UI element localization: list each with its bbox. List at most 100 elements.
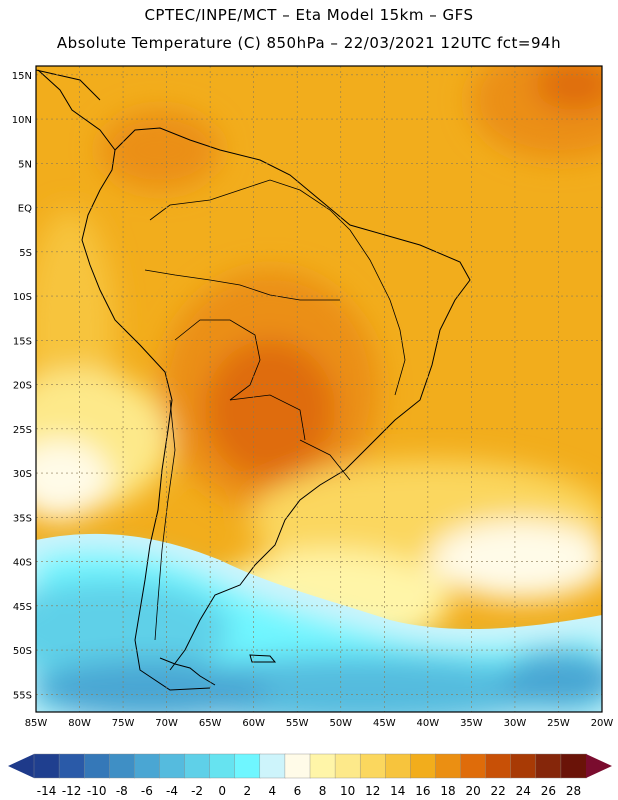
colorbar-label: 2 [243, 784, 251, 798]
central-america-coast [36, 69, 101, 101]
colorbar-label: 24 [516, 784, 531, 798]
colorbar-label: 4 [269, 784, 277, 798]
atlantic-coastline [114, 127, 471, 671]
lon-label: 65W [199, 718, 222, 729]
colorbar-box [259, 753, 286, 779]
colorbar-label: -14 [37, 784, 57, 798]
coastlines [36, 69, 471, 691]
colorbar-low-end [8, 754, 34, 778]
border-paraguay [229, 394, 306, 441]
colorbar: -14 -12 -10 -8 -6 -4 -2 0 2 4 6 8 10 12 14 16 18 20 22 24 26… [8, 753, 612, 798]
longitude-labels: 85W 80W 75W 70W 65W 60W 55W 50W 45W 40W 35W 30W 25W 2… [25, 718, 614, 729]
colorbar-box [109, 753, 136, 779]
map-frame [35, 65, 603, 713]
border-bolivia [174, 319, 261, 401]
colorbar-box [334, 753, 361, 779]
lon-label: 85W [25, 718, 48, 729]
hot-patch-northeast [535, 66, 602, 110]
colorbar-label: -6 [141, 784, 153, 798]
colorbar-label: 6 [294, 784, 302, 798]
colorbar-label: -12 [62, 784, 82, 798]
colorbar-label: -10 [87, 784, 107, 798]
colorbar-label: 0 [218, 784, 226, 798]
colorbar-box [83, 753, 110, 779]
colorbar-label: 20 [465, 784, 480, 798]
falkland-islands [249, 654, 277, 663]
lon-label: 50W [329, 718, 352, 729]
border-peru-brazil [144, 269, 340, 301]
lon-label: 75W [112, 718, 135, 729]
colorbar-box [460, 753, 487, 779]
colorbar-labels: -14 -12 -10 -8 -6 -4 -2 0 2 4 6 8 10 12 14 16 18 20 22 24 26… [37, 784, 581, 798]
lat-label: 25S [13, 425, 32, 436]
atlantic-cool-patch [430, 520, 602, 600]
lat-label: 35S [13, 513, 32, 524]
graticule [36, 66, 602, 712]
country-borders [144, 179, 406, 641]
tierra-del-fuego [159, 657, 216, 686]
colorbar-box [159, 753, 186, 779]
lat-label: 30S [13, 469, 32, 480]
lat-label: 5N [18, 159, 32, 170]
colorbar-box [435, 753, 462, 779]
colorbar-box [284, 753, 311, 779]
colorbar-box [535, 753, 562, 779]
colorbar-label: 22 [491, 784, 506, 798]
lat-label: 10N [12, 115, 32, 126]
colorbar-box [209, 753, 236, 779]
latitude-labels: 15N 10N 5N EQ 5S 10S 15S 20S 25S 30S 35S 40S 45S 50S 5… [12, 71, 32, 701]
temperature-field [36, 66, 602, 712]
border-brazil-states [349, 229, 406, 396]
lon-label: 55W [286, 718, 309, 729]
colorbar-label: 18 [440, 784, 455, 798]
colorbar-box [184, 753, 211, 779]
hot-core-central [205, 340, 335, 480]
map-title-line1: CPTEC/INPE/MCT – Eta Model 15km – GFS [144, 6, 474, 24]
colorbar-label: 10 [340, 784, 355, 798]
colorbar-box [485, 753, 512, 779]
colorbar-label: 8 [319, 784, 327, 798]
lon-label: 30W [504, 718, 527, 729]
colorbar-label: -8 [116, 784, 128, 798]
cold-zone-southeast [500, 650, 602, 710]
map-title-line2: Absolute Temperature (C) 850hPa – 22/03/… [56, 34, 562, 52]
colorbar-box [58, 753, 85, 779]
colorbar-box [234, 753, 261, 779]
colorbar-label: -2 [191, 784, 203, 798]
cold-zone-far-south [36, 660, 270, 712]
colorbar-box [309, 753, 336, 779]
lat-label: 20S [13, 381, 32, 392]
lon-label: 25W [547, 718, 570, 729]
lat-label: 45S [13, 602, 32, 613]
border-north-brazil [149, 179, 351, 231]
colorbar-boxes [33, 753, 587, 779]
colorbar-box [410, 753, 437, 779]
colorbar-box [560, 753, 587, 779]
colorbar-label: 16 [415, 784, 430, 798]
lat-label: 15S [13, 336, 32, 347]
lon-label: 35W [460, 718, 483, 729]
lon-label: 20W [591, 718, 614, 729]
lat-label: 55S [13, 690, 32, 701]
pacific-cool-area [36, 440, 110, 520]
colorbar-label: 12 [365, 784, 380, 798]
lat-label: 5S [19, 248, 32, 259]
lat-label: 50S [13, 646, 32, 657]
lat-label: 10S [13, 292, 32, 303]
colorbar-box [359, 753, 386, 779]
colorbar-label: -4 [166, 784, 178, 798]
border-chile-argentina [154, 399, 176, 641]
colorbar-box [134, 753, 161, 779]
lat-label: EQ [18, 204, 32, 215]
colorbar-high-end [586, 754, 612, 778]
lon-label: 80W [68, 718, 91, 729]
lat-label: 40S [13, 558, 32, 569]
colorbar-label: 26 [541, 784, 556, 798]
lon-label: 45W [373, 718, 396, 729]
border-uruguay [299, 439, 351, 481]
colorbar-label: 28 [566, 784, 581, 798]
colorbar-box [33, 753, 60, 779]
lon-label: 60W [242, 718, 265, 729]
lat-label: 15N [12, 71, 32, 82]
